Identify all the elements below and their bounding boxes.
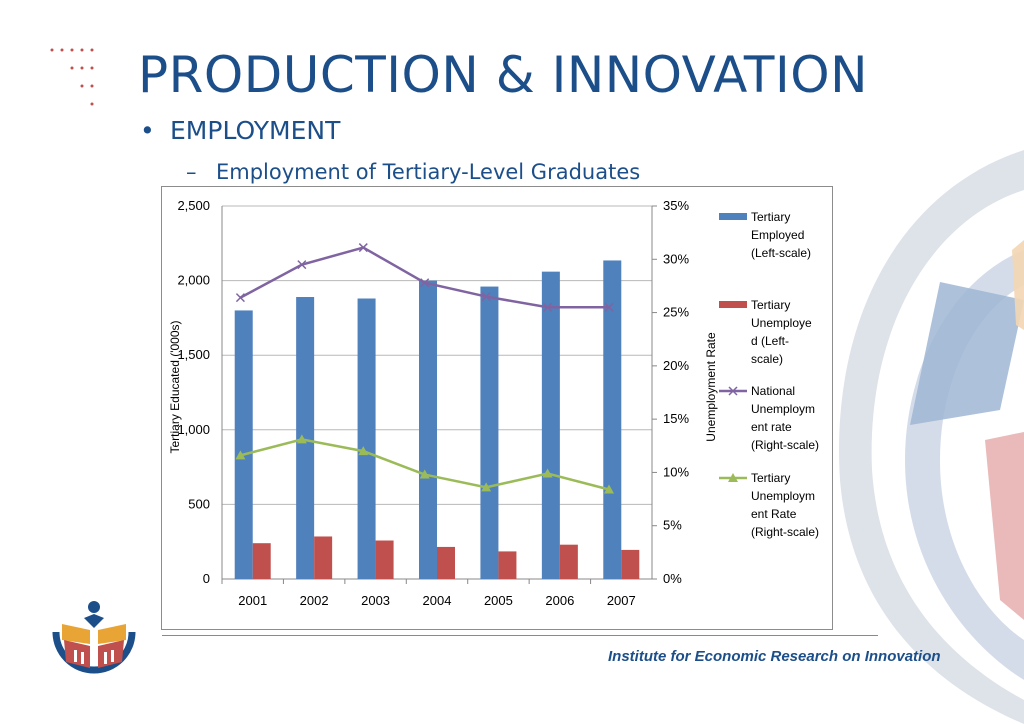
x-tick-label: 2005 (484, 593, 513, 608)
bar-tertiary-unemployed (375, 540, 394, 579)
employment-chart: 0 500 1,000 1,500 2,000 2,500 0% 5% 10% 15% 20% 25%… (168, 198, 819, 608)
bar-tertiary-employed (603, 260, 622, 579)
legend-label: scale) (751, 352, 783, 366)
legend-label: National (751, 384, 795, 398)
chart-frame: 0 500 1,000 1,500 2,000 2,500 0% 5% 10% 15% 20% 25%… (161, 186, 833, 630)
legend-label: ent Rate (751, 507, 797, 521)
y-tick-label: 0 (203, 571, 210, 586)
legend-label: Tertiary (751, 471, 790, 485)
legend-label: Unemploye (751, 316, 812, 330)
chart-bars (234, 260, 640, 579)
y2-axis-label: Unemployment Rate (704, 332, 718, 442)
point-national-unemployment (420, 278, 430, 288)
bar-tertiary-unemployed (252, 543, 271, 579)
footer-institute: Institute for Economic Research on Innov… (608, 648, 941, 665)
y2-tick-label: 35% (663, 198, 689, 213)
point-national-unemployment (481, 292, 491, 302)
legend-label: Employed (751, 228, 804, 242)
point-tertiary-unemployment (481, 482, 492, 492)
bar-tertiary-unemployed (498, 551, 517, 579)
bar-tertiary-unemployed (314, 536, 333, 579)
chart-axes (221, 205, 657, 584)
y2-tick-label: 0% (663, 571, 682, 586)
chart-lines (235, 243, 614, 494)
point-tertiary-unemployment (358, 446, 369, 456)
sub-bullet: – Employment of Tertiary-Level Graduates (186, 160, 640, 184)
x-tick-label: 2001 (238, 593, 267, 608)
bullet-text: EMPLOYMENT (170, 116, 341, 145)
bar-tertiary-employed (480, 286, 499, 579)
point-tertiary-unemployment (419, 469, 430, 479)
legend-label: (Right-scale) (751, 525, 819, 539)
bullet-employment: • EMPLOYMENT (140, 116, 340, 145)
y2-tick-label: 5% (663, 518, 682, 533)
point-national-unemployment (543, 302, 553, 312)
bar-tertiary-employed (234, 310, 253, 579)
y2-tick-label: 25% (663, 305, 689, 320)
y-tick-label: 2,000 (177, 273, 210, 288)
bar-tertiary-employed (541, 271, 560, 579)
y-tick-label: 1,500 (177, 347, 210, 362)
bullet-dot-icon: • (140, 116, 155, 145)
legend-swatch (719, 301, 747, 308)
legend-label: Unemploym (751, 489, 815, 503)
legend-tertiary-rate: Tertiary Unemploym ent Rate (Right-scale) (719, 471, 819, 539)
institute-logo (52, 601, 136, 674)
x-tick-label: 2004 (423, 593, 452, 608)
legend-swatch (719, 213, 747, 220)
bar-tertiary-unemployed (621, 549, 640, 579)
bar-tertiary-employed (296, 297, 315, 579)
bar-tertiary-unemployed (559, 544, 578, 579)
point-national-unemployment (358, 243, 368, 253)
dot-ornament (50, 48, 94, 106)
y2-tick-label: 10% (663, 464, 689, 479)
bar-tertiary-employed (357, 298, 376, 579)
x-tick-label: 2002 (300, 593, 329, 608)
legend-label: (Right-scale) (751, 438, 819, 452)
x-tick-label: 2006 (545, 593, 574, 608)
point-tertiary-unemployment (604, 484, 614, 494)
x-tick-label: 2007 (607, 593, 636, 608)
chart-legend: Tertiary Employed (Left-scale) Tertiary Unem… (719, 210, 819, 539)
legend-tertiary-employed: Tertiary Employed (Left-scale) (719, 210, 811, 260)
legend-label: d (Left- (751, 334, 789, 348)
point-national-unemployment (604, 302, 614, 312)
point-tertiary-unemployment (542, 468, 553, 478)
sub-bullet-text: Employment of Tertiary-Level Graduates (216, 160, 641, 184)
legend-label: ent rate (751, 420, 792, 434)
y2-tick-label: 30% (663, 251, 689, 266)
x-tick-label: 2003 (361, 593, 390, 608)
legend-label: Tertiary (751, 210, 790, 224)
legend-tertiary-unemployed: Tertiary Unemploye d (Left-scale) (719, 298, 812, 366)
dash-icon: – (186, 160, 197, 184)
legend-label: Tertiary (751, 298, 790, 312)
legend-marker (728, 473, 738, 482)
point-national-unemployment (235, 293, 245, 303)
legend-national-rate: National Unemploym ent rate (Right-scale) (719, 384, 819, 452)
point-tertiary-unemployment (235, 450, 246, 460)
legend-marker (728, 386, 738, 396)
bar-tertiary-employed (419, 280, 437, 579)
y-tick-label: 500 (188, 496, 210, 511)
point-national-unemployment (297, 260, 307, 270)
y-tick-label: 1,000 (177, 422, 210, 437)
y-tick-label: 2,500 (177, 198, 210, 213)
legend-label: Unemploym (751, 402, 815, 416)
point-tertiary-unemployment (296, 434, 307, 444)
y-axis-label: Tertiary Educated ('000s) (168, 320, 182, 453)
legend-label: (Left-scale) (751, 246, 811, 260)
y2-tick-label: 20% (663, 358, 689, 373)
bar-tertiary-unemployed (437, 546, 455, 579)
footer-divider (162, 635, 878, 636)
y2-tick-label: 15% (663, 411, 689, 426)
chart-tick-labels: 0 500 1,000 1,500 2,000 2,500 0% 5% 10% 15% 20% 25%… (177, 198, 689, 608)
page-title: PRODUCTION & INNOVATION (138, 46, 868, 104)
